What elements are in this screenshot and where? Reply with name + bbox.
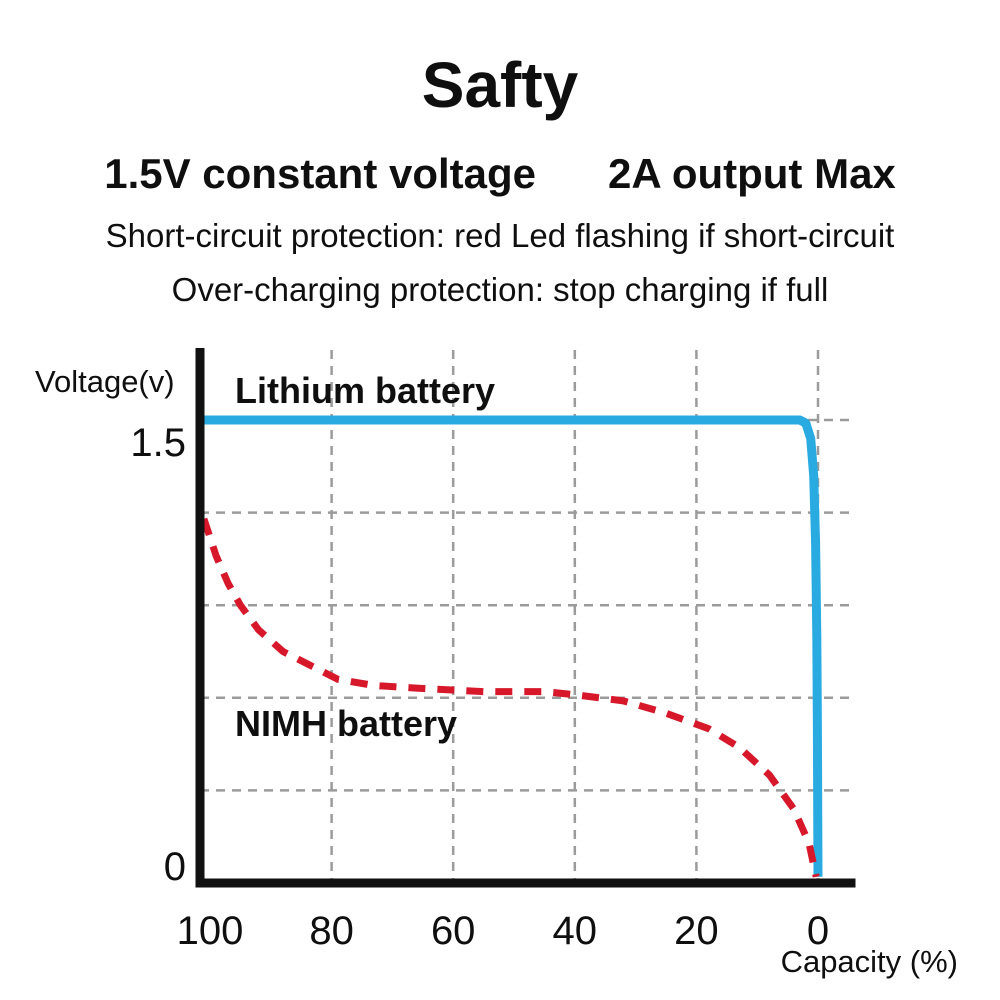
y-tick-label: 0 <box>164 845 186 889</box>
page-title: Safty <box>421 49 579 121</box>
lithium-battery-curve <box>203 415 823 877</box>
chart-grid <box>200 350 852 883</box>
subtitle-constant-voltage: 1.5V constant voltage <box>104 150 537 197</box>
x-tick-label: 60 <box>431 909 476 953</box>
discharge-curve-chart: 100 80 60 40 20 0 1.5 0 Voltage(v) Capacity (%)… <box>35 348 958 979</box>
subtitle-output-max: 2A output Max <box>608 150 896 197</box>
y-axis-title: Voltage(v) <box>35 364 175 399</box>
y-axis <box>195 348 205 888</box>
subtitle: 1.5V constant voltage 2A output Max <box>0 150 1000 198</box>
chart-axes <box>195 348 856 888</box>
short-circuit-protection-line: Short-circuit protection: red Led flashi… <box>105 217 895 254</box>
x-axis <box>195 878 856 888</box>
nimh-series-label: NIMH battery <box>235 703 457 744</box>
x-tick-label: 0 <box>807 909 829 953</box>
chart-series <box>200 415 823 878</box>
x-tick-label: 100 <box>177 909 244 953</box>
x-tick-label: 20 <box>674 909 719 953</box>
axis-tick-labels: 100 80 60 40 20 0 1.5 0 <box>130 421 829 953</box>
x-tick-label: 80 <box>309 909 354 953</box>
x-tick-label: 40 <box>553 909 598 953</box>
y-tick-label: 1.5 <box>130 421 186 465</box>
lithium-series-label: Lithium battery <box>235 370 495 411</box>
x-axis-title: Capacity (%) <box>781 944 958 979</box>
over-charging-protection-line: Over-charging protection: stop charging … <box>171 271 829 308</box>
